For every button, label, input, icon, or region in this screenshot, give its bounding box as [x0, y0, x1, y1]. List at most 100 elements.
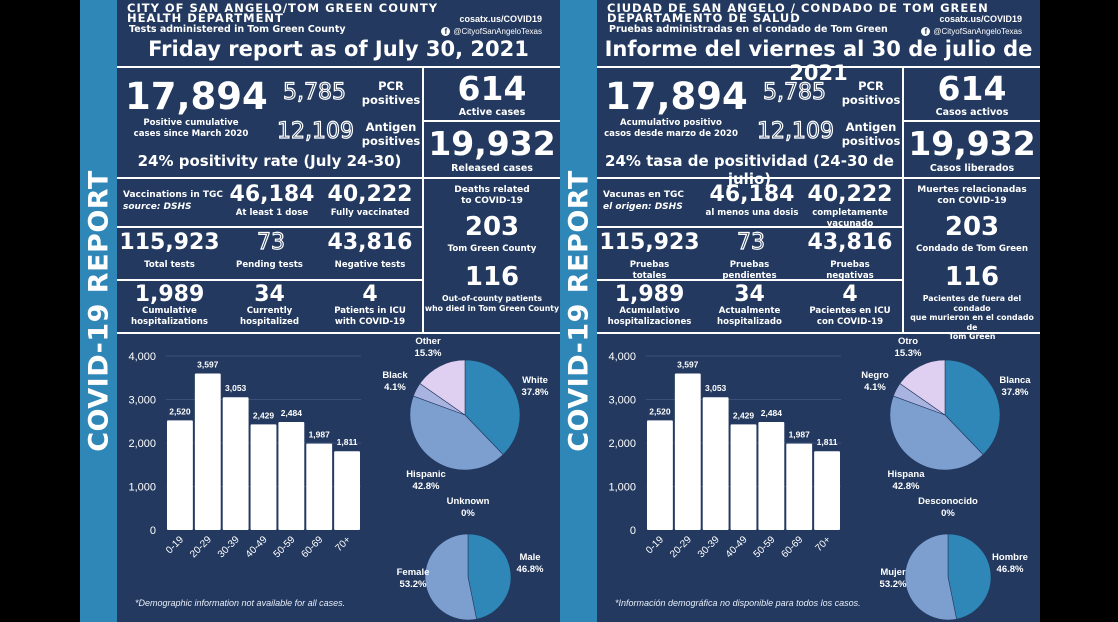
- negative-tests-value: 43,816: [807, 230, 893, 255]
- x-tick-label: 40-49: [244, 534, 270, 560]
- demographics-charts: 0 1,000 2,000 3,000 4,000 2,520 0-19 3,597 20-29…: [608, 336, 1031, 621]
- pie-slice-other: [899, 359, 946, 416]
- pie-slice-white: [944, 359, 1001, 456]
- x-tick-label: 30-39: [216, 534, 242, 560]
- side-title: COVID-19 REPORT: [83, 170, 114, 452]
- bar-0-19: [647, 420, 673, 530]
- bar-value-label: 2,520: [649, 406, 671, 416]
- pie-label-value: 37.8%: [522, 387, 549, 398]
- vaccinations-title: Vacunas en TGC el origen: DSHS: [603, 190, 685, 212]
- bar-value-label: 2,484: [761, 408, 783, 418]
- x-tick-label: 0-19: [644, 534, 666, 556]
- y-tick-label: 0: [150, 525, 156, 537]
- bar-value-label: 3,597: [197, 360, 219, 370]
- current-hosp-value: 34: [254, 282, 285, 307]
- deaths-out-value: 116: [944, 262, 1000, 292]
- bar-30-39: [702, 397, 729, 530]
- positivity-rate: 24% tasa de positividad (24-30 de julio): [605, 152, 894, 188]
- website-link[interactable]: cosatx.us/COVID19: [459, 14, 542, 24]
- demographics-charts: 0 1,000 2,000 3,000 4,000 2,520 0-19 3,597 20-29…: [128, 336, 549, 621]
- pie-label-name: Negro: [861, 370, 889, 381]
- fully-vaccinated-label: completamente vacunado: [812, 208, 888, 229]
- x-tick-label: 20-29: [188, 534, 214, 560]
- total-tests-label: Pruebas totales: [629, 260, 670, 281]
- pie-label-name: Male: [519, 552, 540, 563]
- pie-label-name: Hombre: [992, 552, 1028, 563]
- icu-value: 4: [362, 282, 378, 307]
- icu-label: Patients in ICU with COVID-19: [334, 306, 406, 327]
- pie-label-name: Female: [397, 567, 430, 578]
- facebook-link[interactable]: f @CityofSanAngeloTexas: [921, 27, 1022, 36]
- icu-value: 4: [842, 282, 858, 307]
- fully-vaccinated-value: 40,222: [327, 182, 413, 207]
- facebook-icon: f: [921, 27, 931, 36]
- deaths-tgc-label: Tom Green County: [447, 244, 537, 254]
- divider: [424, 177, 560, 179]
- cumulative-hosp-label: Acumulativo hospitalizaciones: [607, 306, 692, 327]
- x-tick-label: 70+: [813, 534, 833, 554]
- negative-tests-value: 43,816: [327, 230, 413, 255]
- pie-label-value: 53.2%: [880, 579, 907, 590]
- deaths-out-value: 116: [464, 262, 520, 292]
- pie-slice-other: [419, 359, 466, 416]
- pending-tests-value: 73: [736, 230, 765, 255]
- header-subtitle: Tests administered in Tom Green County: [129, 24, 346, 35]
- released-cases-label: Casos liberados: [929, 163, 1015, 174]
- bar-30-39: [222, 397, 249, 530]
- pie-label-value: 15.3%: [415, 348, 442, 359]
- current-hosp-label: Currently hospitalized: [239, 306, 299, 327]
- cumulative-cases-label: Positive cumulative cases since March 202…: [133, 118, 249, 139]
- pie-slice-male: [467, 533, 512, 620]
- facebook-link[interactable]: f @CityofSanAngeloTexas: [441, 27, 542, 36]
- fully-vaccinated-label: Fully vaccinated: [330, 208, 410, 218]
- bar-value-label: 2,484: [281, 408, 303, 418]
- website-link[interactable]: cosatx.us/COVID19: [939, 14, 1022, 24]
- pie-label-name: White: [522, 375, 548, 386]
- x-tick-label: 70+: [333, 534, 353, 554]
- total-tests-value: 115,923: [119, 230, 220, 255]
- y-tick-label: 2,000: [128, 438, 156, 450]
- bar-0-19: [167, 420, 193, 530]
- bar-value-label: 2,429: [733, 410, 755, 420]
- bar-50-59: [278, 421, 305, 530]
- divider: [117, 226, 422, 228]
- pcr-value: 5,785: [282, 80, 346, 105]
- deaths-tgc-value: 203: [944, 212, 1000, 242]
- pie-label-name: Unknown: [447, 496, 490, 507]
- pie-slice-female: [904, 533, 957, 621]
- one-dose-value: 46,184: [709, 182, 795, 207]
- divider: [904, 177, 1040, 179]
- divider: [597, 279, 902, 281]
- pie-label-value: 46.8%: [997, 564, 1024, 575]
- org-line-2: DEPARTAMENTO DE SALUD: [607, 11, 801, 25]
- divider: [117, 279, 422, 281]
- footnote: *Demographic information not available f…: [135, 598, 346, 608]
- x-tick-label: 60-69: [299, 534, 325, 560]
- y-tick-label: 4,000: [608, 351, 636, 363]
- org-line-1: CIUDAD DE SAN ANGELO / CONDADO DE TOM GR…: [607, 1, 989, 15]
- side-title: COVID-19 REPORT: [563, 170, 594, 452]
- report-title: Informe del viernes al 30 de julio de 20…: [604, 37, 1033, 85]
- pie-label-name: Blanca: [999, 375, 1031, 386]
- bar-value-label: 2,429: [253, 410, 275, 420]
- pie-slice-hispanic: [409, 395, 504, 471]
- icu-label: Pacientes en ICU con COVID-19: [809, 306, 891, 327]
- y-tick-label: 1,000: [608, 482, 636, 494]
- positivity-rate: 24% positivity rate (July 24-30): [137, 152, 402, 170]
- released-cases-value: 19,932: [428, 124, 556, 163]
- negative-tests-label: Pruebas negativas: [826, 260, 874, 281]
- fully-vaccinated-value: 40,222: [807, 182, 893, 207]
- pcr-label: PCR positivos: [841, 79, 901, 107]
- bar-value-label: 2,520: [169, 406, 191, 416]
- antigen-value: 12,109: [276, 119, 354, 144]
- y-tick-label: 2,000: [608, 438, 636, 450]
- bar-60-69: [306, 443, 333, 530]
- header-subtitle: Pruebas administradas en el condado de T…: [609, 24, 888, 35]
- one-dose-label: At least 1 dose: [235, 208, 309, 218]
- current-hosp-value: 34: [734, 282, 765, 307]
- bar-70+: [334, 451, 360, 530]
- deaths-title: Muertes relacionadas con COVID-19: [917, 185, 1027, 206]
- antigen-label: Antigen positives: [361, 120, 421, 148]
- cumulative-cases-value: 17,894: [125, 75, 268, 118]
- pie-slice-hispanic: [889, 395, 984, 471]
